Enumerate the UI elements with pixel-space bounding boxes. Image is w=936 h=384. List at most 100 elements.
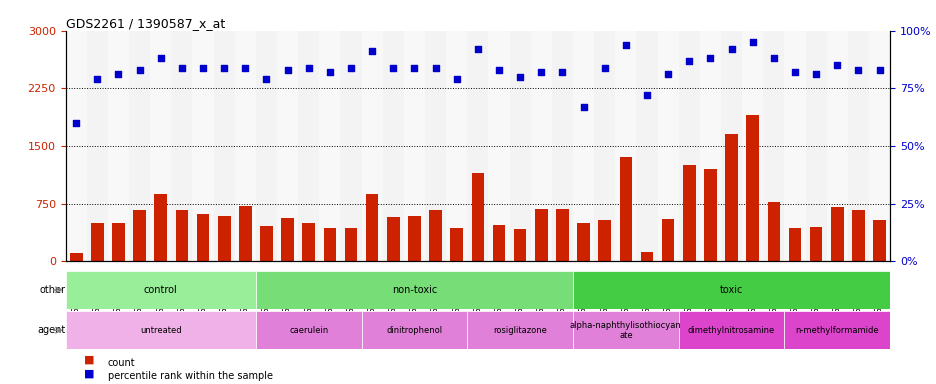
Bar <box>788 228 800 261</box>
Bar <box>323 228 336 261</box>
Bar <box>154 194 167 261</box>
Point <box>702 55 717 61</box>
Bar <box>593 31 615 261</box>
FancyBboxPatch shape <box>256 271 573 309</box>
Bar <box>403 31 425 261</box>
Point <box>154 55 168 61</box>
Point <box>808 71 823 78</box>
Bar <box>767 202 780 261</box>
Bar <box>509 31 530 261</box>
FancyBboxPatch shape <box>256 311 361 349</box>
Point <box>871 67 886 73</box>
Point <box>512 74 527 80</box>
FancyBboxPatch shape <box>678 311 783 349</box>
Point <box>90 76 105 82</box>
Bar <box>91 223 104 261</box>
Bar <box>720 31 741 261</box>
Bar <box>425 31 446 261</box>
Bar <box>657 31 678 261</box>
Bar <box>598 220 610 261</box>
Text: untreated: untreated <box>139 326 182 335</box>
Bar <box>678 31 699 261</box>
Point <box>534 69 548 75</box>
Point <box>68 120 83 126</box>
Point <box>596 65 611 71</box>
Bar <box>298 31 319 261</box>
Bar <box>192 31 213 261</box>
Bar <box>344 228 357 261</box>
Bar <box>197 214 209 261</box>
Bar <box>133 210 146 261</box>
Point <box>766 55 781 61</box>
Bar <box>387 217 400 261</box>
Text: n-methylformamide: n-methylformamide <box>795 326 878 335</box>
Bar <box>513 229 526 261</box>
Point <box>554 69 569 75</box>
Point <box>618 41 633 48</box>
Bar <box>847 31 868 261</box>
Point <box>786 69 801 75</box>
Bar <box>699 31 720 261</box>
Point <box>258 76 273 82</box>
Point <box>216 65 231 71</box>
Text: agent: agent <box>37 325 66 335</box>
Bar <box>661 219 674 261</box>
Bar <box>488 31 509 261</box>
Bar <box>70 253 82 261</box>
Point <box>660 71 675 78</box>
Bar <box>573 31 593 261</box>
Bar <box>619 157 632 261</box>
Bar <box>741 31 763 261</box>
Text: percentile rank within the sample: percentile rank within the sample <box>108 371 272 381</box>
Bar <box>87 31 108 261</box>
Text: caerulein: caerulein <box>289 326 328 335</box>
Text: dimethylnitrosamine: dimethylnitrosamine <box>687 326 774 335</box>
Bar <box>217 216 230 261</box>
Bar <box>805 31 826 261</box>
Point <box>829 62 844 68</box>
Bar <box>826 31 847 261</box>
Point <box>681 58 696 64</box>
Point <box>639 92 654 98</box>
Text: rosiglitazone: rosiglitazone <box>492 326 547 335</box>
Bar <box>429 210 442 261</box>
Bar <box>112 223 124 261</box>
Bar <box>682 165 695 261</box>
Bar <box>636 31 657 261</box>
Bar <box>746 115 758 261</box>
Bar <box>724 134 738 261</box>
Bar <box>830 207 842 261</box>
Text: ■: ■ <box>84 368 95 378</box>
Bar <box>868 31 889 261</box>
Bar <box>239 206 252 261</box>
Bar <box>319 31 340 261</box>
Point <box>448 76 463 82</box>
Text: other: other <box>39 285 66 295</box>
Bar <box>256 31 277 261</box>
Bar <box>615 31 636 261</box>
FancyBboxPatch shape <box>66 311 256 349</box>
FancyBboxPatch shape <box>66 271 256 309</box>
Bar <box>340 31 361 261</box>
Bar <box>467 31 488 261</box>
Point <box>428 65 443 71</box>
Point <box>406 65 421 71</box>
Bar <box>361 31 382 261</box>
Bar <box>302 223 314 261</box>
Bar <box>175 210 188 261</box>
Bar <box>640 252 652 261</box>
Bar <box>446 31 467 261</box>
Bar <box>277 31 298 261</box>
Point <box>344 65 358 71</box>
Point <box>470 46 485 52</box>
Text: alpha-naphthylisothiocyan
ate: alpha-naphthylisothiocyan ate <box>569 321 681 340</box>
Bar <box>382 31 403 261</box>
Bar <box>703 169 716 261</box>
Bar <box>783 31 805 261</box>
Bar <box>365 194 378 261</box>
FancyBboxPatch shape <box>573 271 889 309</box>
Point <box>364 48 379 55</box>
Point <box>238 65 253 71</box>
Point <box>322 69 337 75</box>
Bar <box>108 31 129 261</box>
